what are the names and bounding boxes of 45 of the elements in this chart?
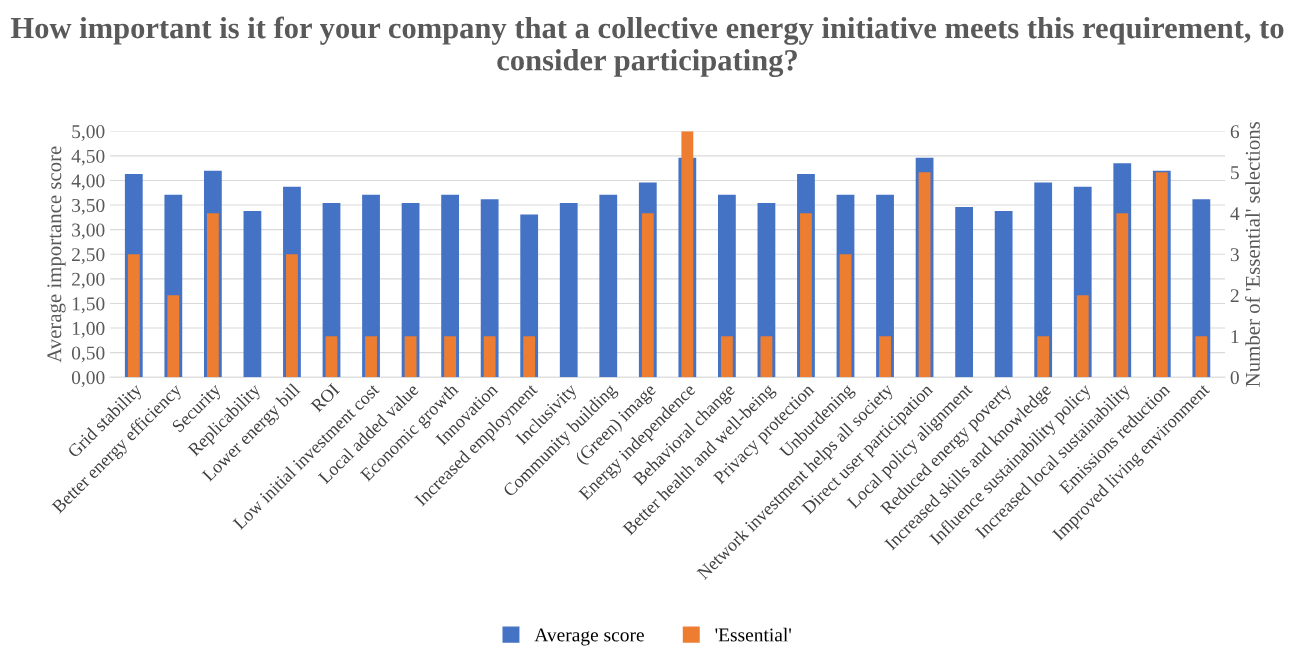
y-axis-title: Average importance score: [47, 146, 66, 363]
bar: [994, 210, 1013, 378]
y-tick-label: 1,50: [72, 297, 105, 314]
bar: [243, 210, 262, 378]
y2-tick-label: 4: [1230, 207, 1240, 221]
y-tick-label: 0,50: [71, 346, 105, 363]
y-tick-label: 4,00: [71, 174, 105, 191]
bar: [879, 336, 891, 378]
bar: [523, 336, 536, 378]
y-tick-label: 2,00: [72, 272, 105, 289]
y-tick-label: 3,00: [72, 223, 105, 240]
bar: [720, 336, 733, 378]
y-tick-label: 3,50: [72, 198, 105, 215]
bar: [365, 336, 377, 378]
bar: [325, 336, 338, 378]
bar: [1076, 295, 1089, 378]
bar: [1037, 336, 1050, 378]
y2-tick-label: 1: [1231, 330, 1239, 343]
chart-title: How important is it for your company that a collective energy initiative meets this requirement, to consider participating?: [10, 16, 1284, 78]
y2-tick-label: 3: [1230, 248, 1239, 262]
bar: [760, 336, 773, 378]
bar: [1195, 336, 1208, 378]
legend-label: 'Essential': [715, 627, 791, 642]
legend-label: Average score: [534, 628, 644, 646]
bar: [955, 207, 974, 378]
bar: [127, 254, 140, 378]
y2-tick-label: 6: [1230, 125, 1240, 139]
y-tick-label: 2,50: [72, 248, 105, 264]
bar: [559, 203, 578, 378]
bar: [167, 295, 180, 378]
bar: [444, 336, 457, 378]
bar: [404, 336, 417, 378]
bar: [1116, 213, 1129, 378]
bar: [599, 194, 618, 378]
y2-axis-title: Number of 'Essential' selections: [1245, 121, 1260, 387]
y2-tick-label: 2: [1230, 289, 1239, 302]
bar: [839, 254, 852, 378]
bar: [286, 254, 298, 378]
bar: [483, 336, 496, 378]
y2-tick-label: 5: [1231, 166, 1239, 180]
y-tick-label: 0,00: [71, 371, 105, 387]
y-tick-label: 1,00: [72, 321, 105, 338]
y2-tick-label: 0: [1230, 371, 1239, 385]
y-tick-label: 4,50: [71, 149, 105, 166]
y-tick-label: 5,00: [72, 125, 105, 142]
